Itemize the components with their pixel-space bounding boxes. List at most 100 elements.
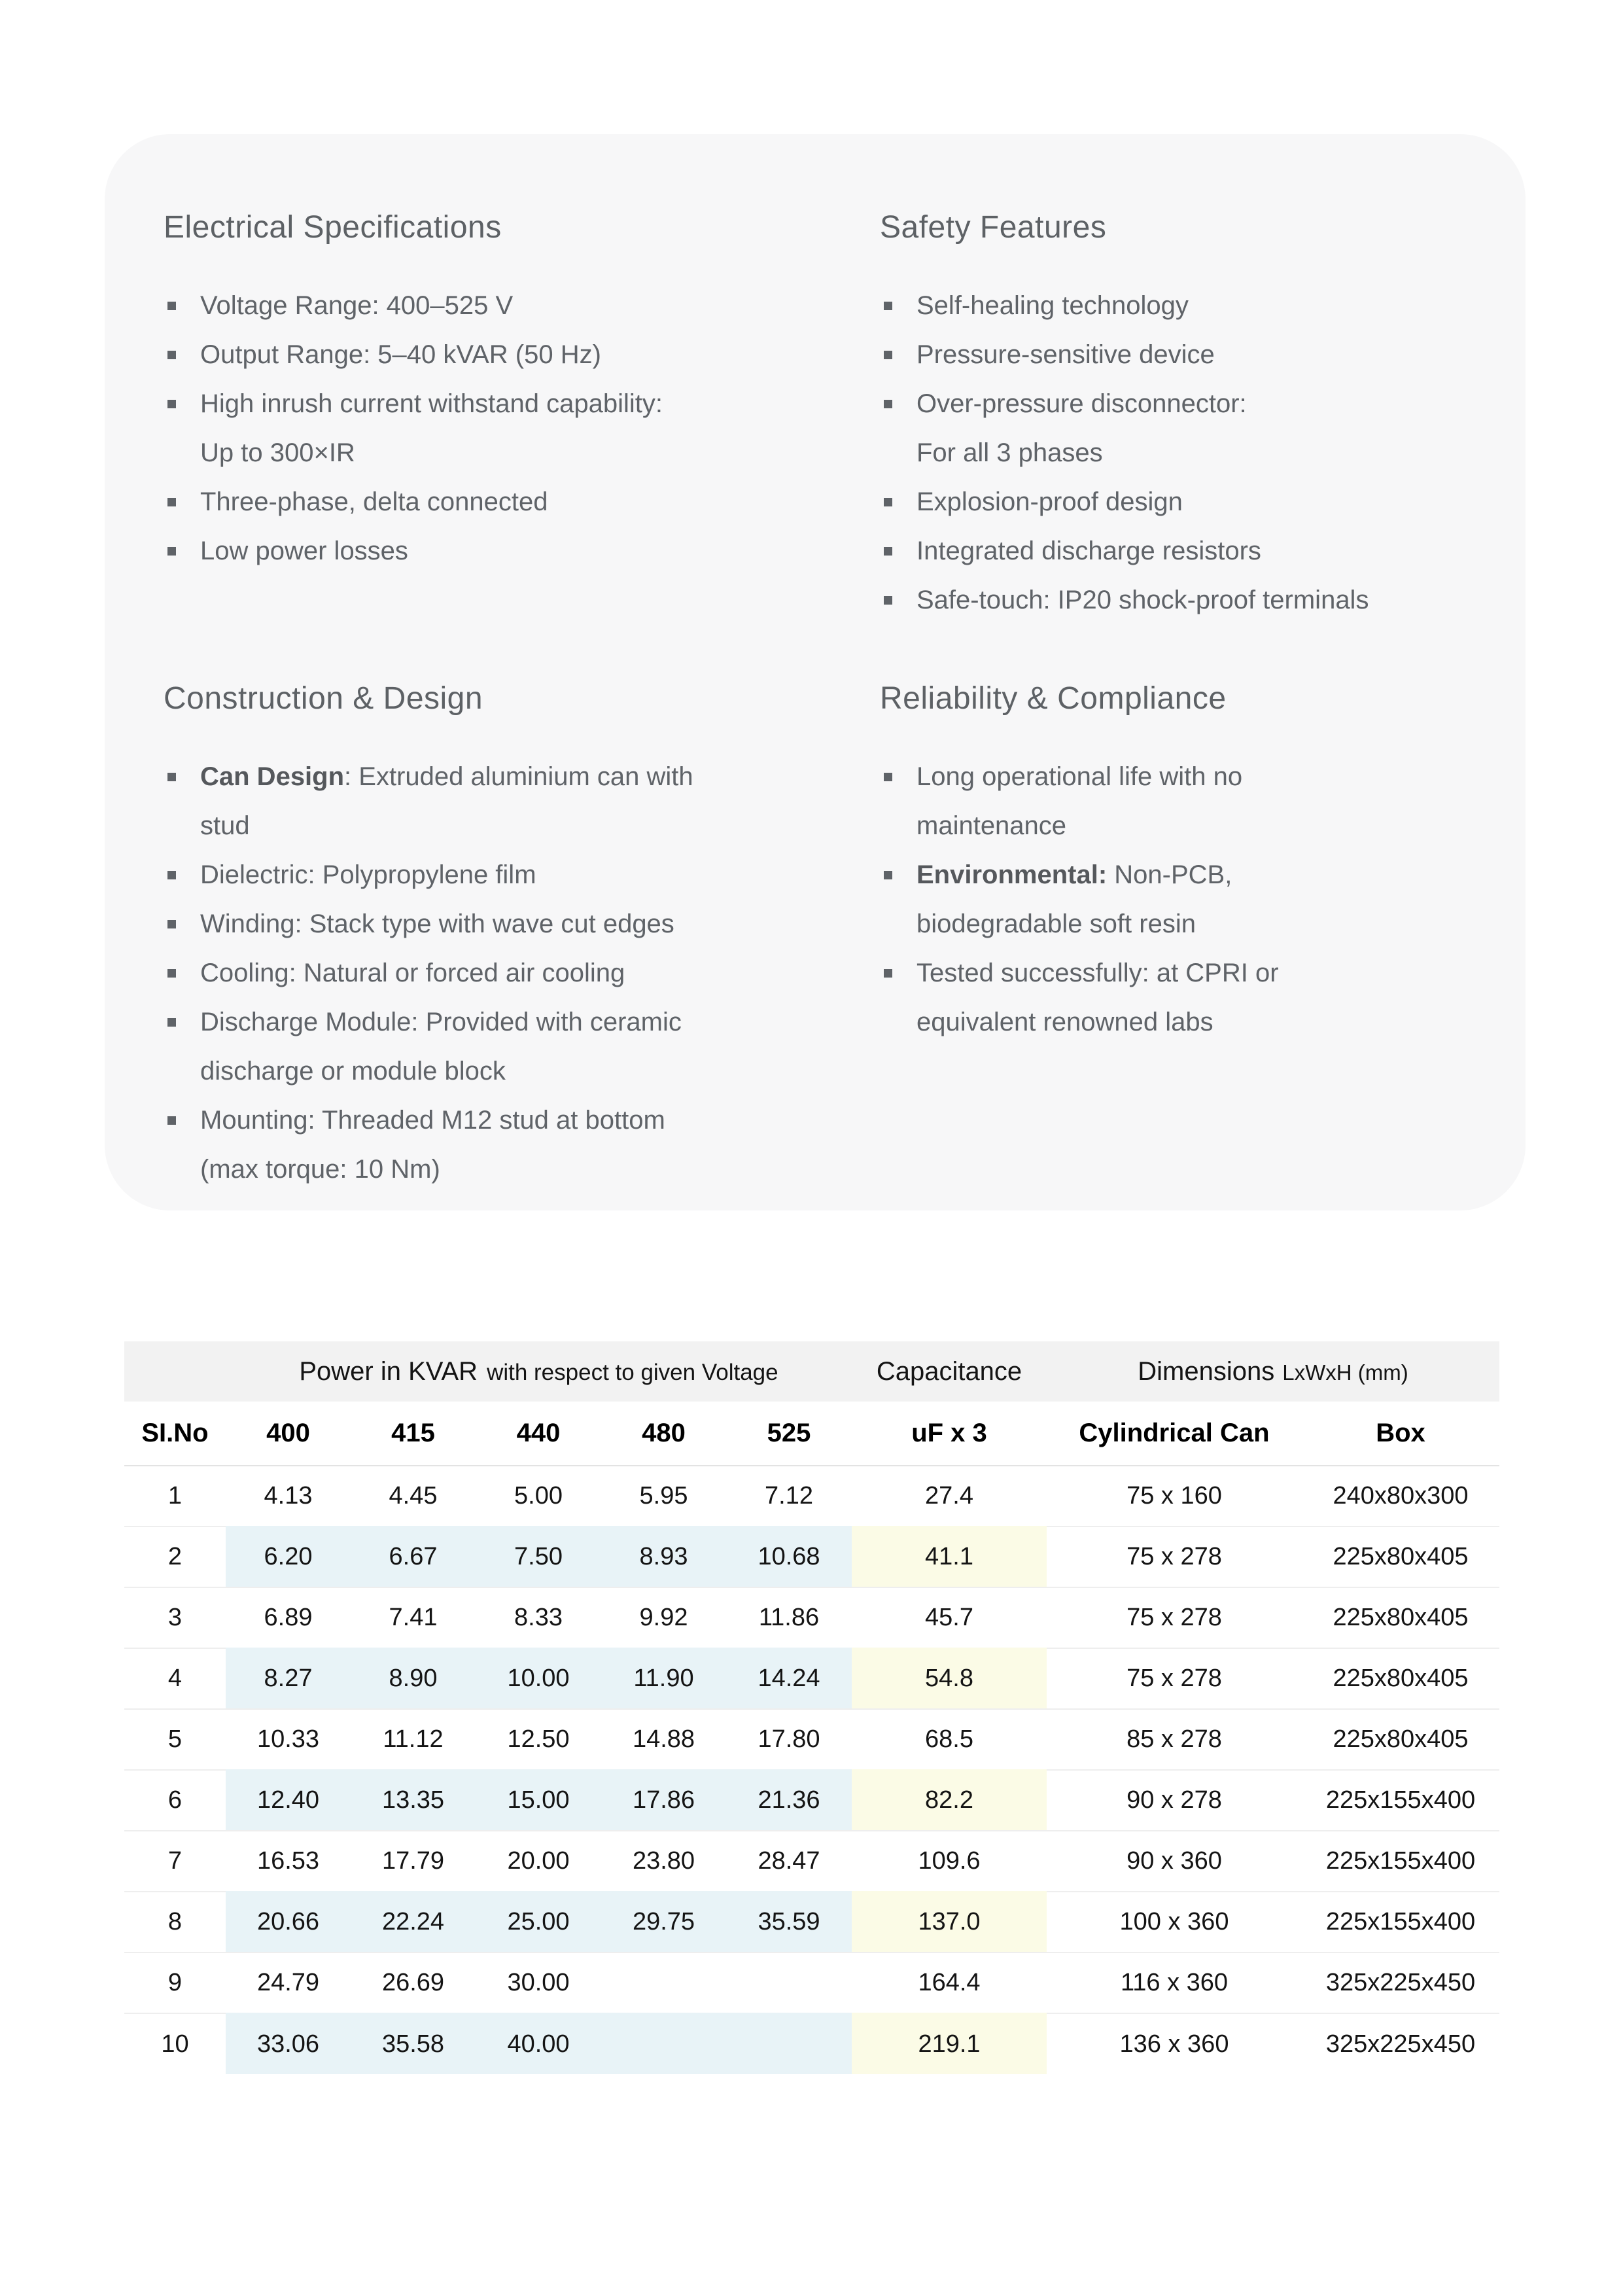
spec-bullet-item: Dielectric: Polypropylene film bbox=[164, 851, 841, 900]
section-construction-design: Construction & Design Can Design: Extrud… bbox=[164, 680, 841, 1194]
table-row: 9 24.79 26.69 30.00 164.4 116 x 360 325x225x45… bbox=[124, 1952, 1499, 2013]
table-cell: 6.67 bbox=[351, 1526, 476, 1587]
table-cell: 11.12 bbox=[351, 1708, 476, 1770]
table-cell: 3 bbox=[124, 1587, 226, 1648]
table-cell: 35.59 bbox=[726, 1891, 852, 1952]
table-cell: 28.47 bbox=[726, 1830, 852, 1892]
table-cell: 6.20 bbox=[226, 1526, 351, 1587]
section-title: Safety Features bbox=[880, 210, 1107, 245]
group-header-dimensions-title: Dimensions bbox=[1138, 1356, 1275, 1386]
spec-bullet-item: Low power losses bbox=[164, 527, 841, 576]
table-cell: 23.80 bbox=[601, 1830, 726, 1892]
table-cell: 5.95 bbox=[601, 1465, 726, 1527]
table-cell: 225x80x405 bbox=[1302, 1587, 1499, 1648]
spec-bullet-emphasis: Environmental: bbox=[916, 860, 1108, 889]
table-cell: 41.1 bbox=[852, 1526, 1047, 1587]
table-cell: 90 x 278 bbox=[1047, 1769, 1302, 1831]
table-cell: 82.2 bbox=[852, 1769, 1047, 1831]
table-cell: 75 x 278 bbox=[1047, 1587, 1302, 1648]
table-cell: 5 bbox=[124, 1708, 226, 1770]
table-cell: 100 x 360 bbox=[1047, 1891, 1302, 1952]
table-cell bbox=[726, 2013, 852, 2074]
spec-bullet-item: Winding: Stack type with wave cut edges bbox=[164, 900, 841, 949]
table-cell: 20.00 bbox=[476, 1830, 601, 1892]
table-cell: 21.36 bbox=[726, 1769, 852, 1831]
table-cell: 54.8 bbox=[852, 1648, 1047, 1709]
table-cell: 9.92 bbox=[601, 1587, 726, 1648]
table-cell: 33.06 bbox=[226, 2013, 351, 2074]
table-cell: 11.86 bbox=[726, 1587, 852, 1648]
table-cell: 8.93 bbox=[601, 1526, 726, 1587]
table-cell: 68.5 bbox=[852, 1708, 1047, 1770]
table-row: 1 4.13 4.45 5.00 5.95 7.12 27.4 75 x 160 240x80x… bbox=[124, 1465, 1499, 1527]
table-cell: 325x225x450 bbox=[1302, 1952, 1499, 2013]
section-title: Construction & Design bbox=[164, 681, 483, 716]
table-cell: 30.00 bbox=[476, 1952, 601, 2013]
table-cell: 75 x 160 bbox=[1047, 1465, 1302, 1527]
table-cell: 90 x 360 bbox=[1047, 1830, 1302, 1892]
spec-bullet-item: Long operational life with no maintenanc… bbox=[880, 752, 1488, 851]
section-title: Reliability & Compliance bbox=[880, 681, 1227, 716]
spec-bullet-item: Mounting: Threaded M12 stud at bottom (m… bbox=[164, 1096, 841, 1194]
group-header-dimensions: Dimensions LxWxH (mm) bbox=[1047, 1341, 1499, 1402]
bullet-list: Long operational life with no maintenanc… bbox=[880, 752, 1488, 1047]
table-cell: 2 bbox=[124, 1526, 226, 1587]
spec-bullet-item: Cooling: Natural or forced air cooling bbox=[164, 949, 841, 998]
table-cell: 164.4 bbox=[852, 1952, 1047, 2013]
column-header: SI.No bbox=[141, 1419, 209, 1447]
section-reliability-compliance: Reliability & Compliance Long operationa… bbox=[880, 680, 1488, 1047]
table-cell: 136 x 360 bbox=[1047, 2013, 1302, 2074]
table-row: 3 6.89 7.41 8.33 9.92 11.86 45.7 75 x 278 225x80… bbox=[124, 1587, 1499, 1648]
table-cell: 225x80x405 bbox=[1302, 1708, 1499, 1770]
table-cell: 10.68 bbox=[726, 1526, 852, 1587]
group-header-spacer bbox=[124, 1341, 226, 1402]
spec-bullet-item: Explosion-proof design bbox=[880, 478, 1488, 527]
group-header-power-subtitle: with respect to given Voltage bbox=[487, 1359, 778, 1385]
spec-bullet-item: Integrated discharge resistors bbox=[880, 527, 1488, 576]
table-cell: 7.12 bbox=[726, 1465, 852, 1527]
table-row: 8 20.66 22.24 25.00 29.75 35.59 137.0 100 x 360… bbox=[124, 1891, 1499, 1952]
bullet-list: Voltage Range: 400–525 V Output Range: 5–… bbox=[164, 281, 841, 576]
table-cell: 5.00 bbox=[476, 1465, 601, 1527]
section-safety-features: Safety Features Self-healing technology P… bbox=[880, 209, 1488, 625]
table-cell: 75 x 278 bbox=[1047, 1648, 1302, 1709]
table-cell: 14.88 bbox=[601, 1708, 726, 1770]
table-cell: 7.50 bbox=[476, 1526, 601, 1587]
table-cell: 225x155x400 bbox=[1302, 1830, 1499, 1892]
table-cell: 24.79 bbox=[226, 1952, 351, 2013]
table-cell: 12.40 bbox=[226, 1769, 351, 1831]
table-cell: 116 x 360 bbox=[1047, 1952, 1302, 2013]
table-cell: 8.90 bbox=[351, 1648, 476, 1709]
ratings-table: Power in KVAR with respect to given Volta… bbox=[124, 1341, 1499, 2074]
table-cell: 15.00 bbox=[476, 1769, 601, 1831]
table-cell: 10.33 bbox=[226, 1708, 351, 1770]
table-cell: 225x80x405 bbox=[1302, 1526, 1499, 1587]
table-cell: 225x155x400 bbox=[1302, 1769, 1499, 1831]
column-header: 440 bbox=[516, 1419, 561, 1447]
column-header: 480 bbox=[642, 1419, 686, 1447]
column-header: uF x 3 bbox=[911, 1419, 987, 1447]
section-electrical-specifications: Electrical Specifications Voltage Range:… bbox=[164, 209, 841, 576]
column-header: 525 bbox=[767, 1419, 811, 1447]
spec-bullet-emphasis: Can Design bbox=[200, 762, 345, 791]
table-cell: 4 bbox=[124, 1648, 226, 1709]
column-header: 415 bbox=[391, 1419, 435, 1447]
section-title: Electrical Specifications bbox=[164, 210, 502, 245]
group-header-dimensions-unit: LxWxH (mm) bbox=[1282, 1360, 1408, 1385]
spec-card: Electrical Specifications Voltage Range:… bbox=[105, 134, 1526, 1210]
table-cell: 26.69 bbox=[351, 1952, 476, 2013]
bullet-list: Self-healing technology Pressure-sensitiv… bbox=[880, 281, 1488, 625]
table-cell: 7.41 bbox=[351, 1587, 476, 1648]
spec-bullet-item: Safe-touch: IP20 shock-proof terminals bbox=[880, 576, 1488, 625]
table-cell bbox=[601, 2013, 726, 2074]
table-row: 5 10.33 11.12 12.50 14.88 17.80 68.5 85 x 278 22… bbox=[124, 1708, 1499, 1770]
table-cell: 4.45 bbox=[351, 1465, 476, 1527]
table-cell: 219.1 bbox=[852, 2013, 1047, 2074]
table-cell: 8.27 bbox=[226, 1648, 351, 1709]
table-cell: 29.75 bbox=[601, 1891, 726, 1952]
table-cell: 4.13 bbox=[226, 1465, 351, 1527]
table-cell: 40.00 bbox=[476, 2013, 601, 2074]
group-header-power: Power in KVAR with respect to given Volta… bbox=[226, 1341, 852, 1402]
column-header: Cylindrical Can bbox=[1079, 1419, 1270, 1447]
group-header-power-title: Power in KVAR bbox=[299, 1356, 478, 1386]
